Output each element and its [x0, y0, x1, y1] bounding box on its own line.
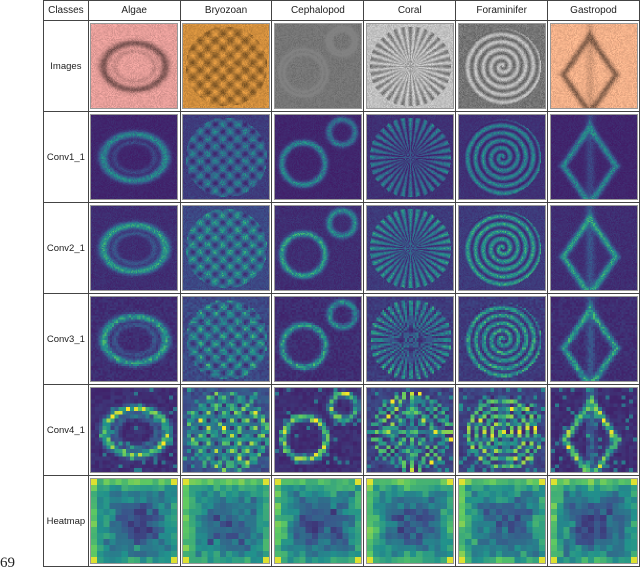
cell [547, 111, 640, 203]
heatmap-image-gastropod [549, 478, 638, 564]
feature-visualization-table: Classes Algae Bryozoan Cephalopod Coral … [43, 0, 640, 567]
cell [455, 384, 549, 476]
cell [455, 202, 549, 294]
cell [87, 293, 181, 385]
row-conv1-1: Conv1_1 [43, 111, 640, 203]
feature-map-bryozoan [182, 296, 271, 382]
cell [547, 202, 640, 294]
header-cephalopod: Cephalopod [271, 0, 365, 21]
header-foraminifer: Foraminifer [455, 0, 549, 21]
row-heatmap: Heatmap [43, 475, 640, 567]
feature-map-coral [365, 205, 454, 291]
row-images: Images [43, 20, 640, 112]
header-gastropod: Gastropod [547, 0, 640, 21]
feature-map-coral [365, 114, 454, 200]
feature-map-cephalopod [273, 387, 362, 473]
feature-map-algae [90, 205, 179, 291]
header-classes: Classes [43, 0, 89, 21]
row-label: Conv3_1 [43, 293, 89, 385]
specimen-image-cephalopod [273, 23, 362, 109]
specimen-image-bryozoan [182, 23, 271, 109]
cell [547, 293, 640, 385]
specimen-image-foraminifer [457, 23, 546, 109]
cell [363, 20, 457, 112]
cell [271, 111, 365, 203]
cell [455, 20, 549, 112]
cell [363, 475, 457, 567]
heatmap-image-foraminifer [457, 478, 546, 564]
feature-map-algae [90, 114, 179, 200]
header-bryozoan: Bryozoan [179, 0, 273, 21]
cell [179, 384, 273, 476]
feature-map-foraminifer [457, 114, 546, 200]
row-conv4-1: Conv4_1 [43, 384, 640, 476]
row-conv2-1: Conv2_1 [43, 202, 640, 294]
feature-map-coral [365, 296, 454, 382]
cell [363, 202, 457, 294]
feature-map-algae [90, 387, 179, 473]
header-row: Classes Algae Bryozoan Cephalopod Coral … [43, 0, 640, 21]
row-label: Heatmap [43, 475, 89, 567]
row-label: Images [43, 20, 89, 112]
feature-map-bryozoan [182, 205, 271, 291]
feature-map-bryozoan [182, 114, 271, 200]
cell [179, 293, 273, 385]
specimen-image-coral [365, 23, 454, 109]
cell [179, 202, 273, 294]
cell [271, 20, 365, 112]
feature-map-gastropod [549, 387, 638, 473]
cell [547, 384, 640, 476]
heatmap-image-bryozoan [182, 478, 271, 564]
cell [87, 475, 181, 567]
feature-map-cephalopod [273, 114, 362, 200]
row-label: Conv2_1 [43, 202, 89, 294]
cell [547, 20, 640, 112]
cell [271, 384, 365, 476]
cell [87, 111, 181, 203]
feature-map-cephalopod [273, 205, 362, 291]
page-number: 69 [0, 555, 15, 571]
feature-map-foraminifer [457, 205, 546, 291]
cell [547, 475, 640, 567]
cell [363, 111, 457, 203]
feature-map-bryozoan [182, 387, 271, 473]
feature-map-algae [90, 296, 179, 382]
header-coral: Coral [363, 0, 457, 21]
cell [271, 293, 365, 385]
row-label: Conv4_1 [43, 384, 89, 476]
specimen-image-algae [90, 23, 179, 109]
feature-map-gastropod [549, 296, 638, 382]
header-algae: Algae [87, 0, 181, 21]
feature-map-cephalopod [273, 296, 362, 382]
cell [179, 475, 273, 567]
specimen-image-gastropod [549, 23, 638, 109]
cell [179, 111, 273, 203]
cell [455, 475, 549, 567]
cell [87, 20, 181, 112]
cell [179, 20, 273, 112]
heatmap-image-algae [90, 478, 179, 564]
cell [271, 475, 365, 567]
feature-map-foraminifer [457, 296, 546, 382]
heatmap-image-coral [365, 478, 454, 564]
feature-map-gastropod [549, 205, 638, 291]
feature-map-coral [365, 387, 454, 473]
cell [363, 384, 457, 476]
cell [455, 111, 549, 203]
cell [271, 202, 365, 294]
row-conv3-1: Conv3_1 [43, 293, 640, 385]
heatmap-image-cephalopod [273, 478, 362, 564]
feature-map-foraminifer [457, 387, 546, 473]
cell [87, 202, 181, 294]
cell [363, 293, 457, 385]
cell [87, 384, 181, 476]
row-label: Conv1_1 [43, 111, 89, 203]
cell [455, 293, 549, 385]
feature-map-gastropod [549, 114, 638, 200]
